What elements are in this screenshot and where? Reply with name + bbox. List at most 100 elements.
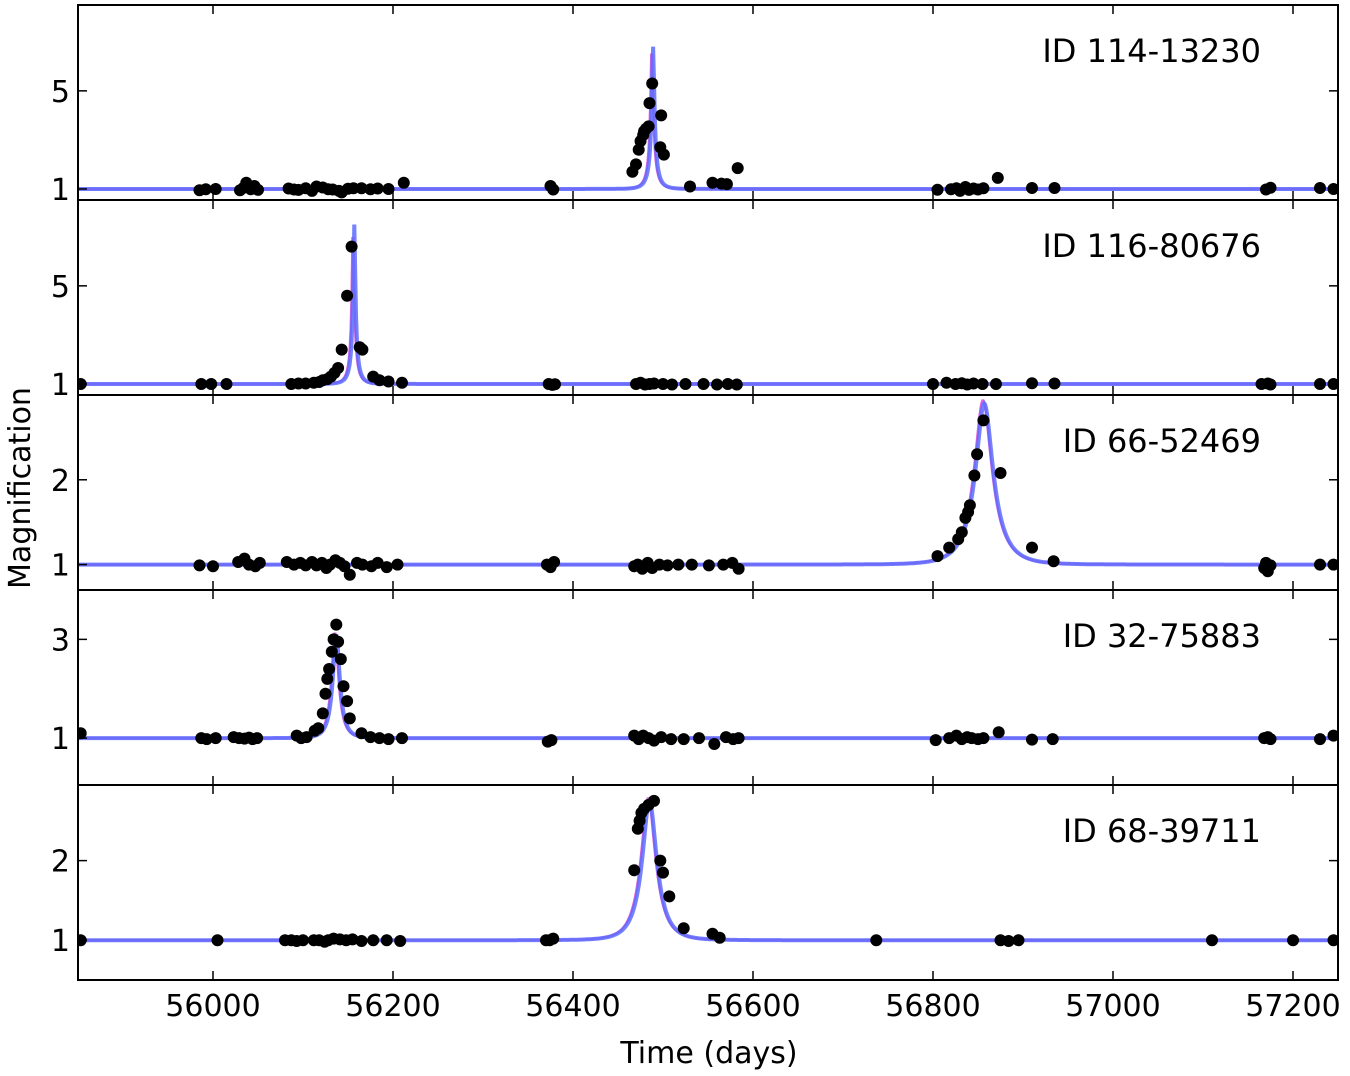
data-point <box>663 890 676 903</box>
data-point <box>547 932 560 945</box>
data-point <box>300 731 313 744</box>
y-tick-label: 5 <box>51 75 70 110</box>
data-point <box>977 182 990 195</box>
data-point <box>1314 182 1326 194</box>
data-point <box>355 727 368 740</box>
data-point <box>931 183 944 196</box>
x-tick-label: 56400 <box>525 989 620 1024</box>
data-point <box>1012 934 1025 947</box>
data-point <box>1046 733 1059 746</box>
data-point <box>371 556 384 569</box>
data-point <box>929 734 942 747</box>
data-point <box>1047 555 1060 568</box>
data-point <box>1026 541 1038 554</box>
data-point <box>655 109 668 122</box>
y-tick-label: 2 <box>51 464 70 499</box>
panel-4: 1 3 ID 32-75883 <box>51 589 1339 786</box>
data-point <box>382 375 395 388</box>
data-point <box>355 935 368 947</box>
data-point <box>677 733 690 746</box>
x-axis-label: Time (days) <box>619 1036 797 1071</box>
data-point <box>394 935 407 947</box>
data-point <box>316 707 329 720</box>
data-point <box>666 378 678 391</box>
data-point <box>319 687 332 700</box>
data-point <box>990 378 1002 390</box>
data-point <box>943 541 956 554</box>
data-point <box>1314 378 1326 390</box>
data-point <box>373 374 386 387</box>
data-point <box>661 559 674 572</box>
data-point <box>1314 558 1326 571</box>
data-point <box>341 289 354 302</box>
x-axis: 56000 56200 56400 56600 56800 57000 57200 <box>165 989 1340 1024</box>
data-point <box>654 854 667 867</box>
data-point <box>642 120 655 133</box>
data-point <box>209 732 222 745</box>
data-point <box>721 378 734 390</box>
data-point <box>731 162 744 175</box>
data-point <box>976 378 989 390</box>
panel-frame <box>77 784 1339 981</box>
data-point <box>334 653 347 666</box>
y-tick-label: 1 <box>51 549 70 584</box>
data-point <box>330 618 343 631</box>
data-point <box>955 526 968 539</box>
model-curves <box>78 632 1338 741</box>
data-point <box>199 183 212 196</box>
data-point <box>870 934 883 947</box>
data-point <box>968 469 981 482</box>
data-points <box>193 414 1338 581</box>
data-point <box>992 726 1005 739</box>
data-point <box>380 561 393 574</box>
data-point <box>1026 733 1038 746</box>
data-point <box>253 556 266 569</box>
data-point <box>337 680 350 693</box>
data-point <box>371 182 384 195</box>
data-point <box>548 556 561 568</box>
data-point <box>251 732 264 745</box>
data-point <box>977 414 990 427</box>
data-point <box>345 240 358 253</box>
panel-id-label: ID 116-80676 <box>1042 227 1261 265</box>
data-point <box>648 794 660 807</box>
data-points <box>78 240 1338 391</box>
data-point <box>207 560 219 573</box>
data-point <box>325 645 338 658</box>
data-point <box>252 183 264 196</box>
panel-id-label: ID 114-13230 <box>1042 32 1261 70</box>
data-point <box>711 378 723 391</box>
data-point <box>195 378 208 390</box>
x-tick-label: 57000 <box>1065 989 1160 1024</box>
data-point <box>200 733 213 746</box>
data-point <box>732 732 745 745</box>
data-point <box>643 97 656 110</box>
panel-3: 1 2 ID 66-52469 <box>51 394 1339 591</box>
data-point <box>355 182 368 195</box>
data-point <box>1264 181 1277 194</box>
data-point <box>931 550 944 563</box>
data-point <box>1002 935 1015 947</box>
data-point <box>297 934 309 947</box>
data-point <box>657 148 670 161</box>
data-point <box>193 559 206 572</box>
y-tick-label: 3 <box>51 623 70 658</box>
data-point <box>341 695 354 708</box>
data-point <box>679 378 692 390</box>
data-point <box>702 559 715 572</box>
data-point <box>364 731 377 744</box>
panel-id-label: ID 32-75883 <box>1063 617 1261 655</box>
data-point <box>732 562 745 575</box>
data-point <box>545 734 558 747</box>
data-point <box>963 499 976 512</box>
data-point <box>657 378 669 390</box>
data-point <box>335 343 348 356</box>
y-axis-label: Magnification <box>3 387 38 589</box>
data-point <box>332 635 345 648</box>
x-tick-label: 56800 <box>885 989 980 1024</box>
data-point <box>373 732 386 745</box>
data-point <box>549 378 561 391</box>
data-point <box>994 467 1007 479</box>
x-tick-label: 56200 <box>345 989 440 1024</box>
